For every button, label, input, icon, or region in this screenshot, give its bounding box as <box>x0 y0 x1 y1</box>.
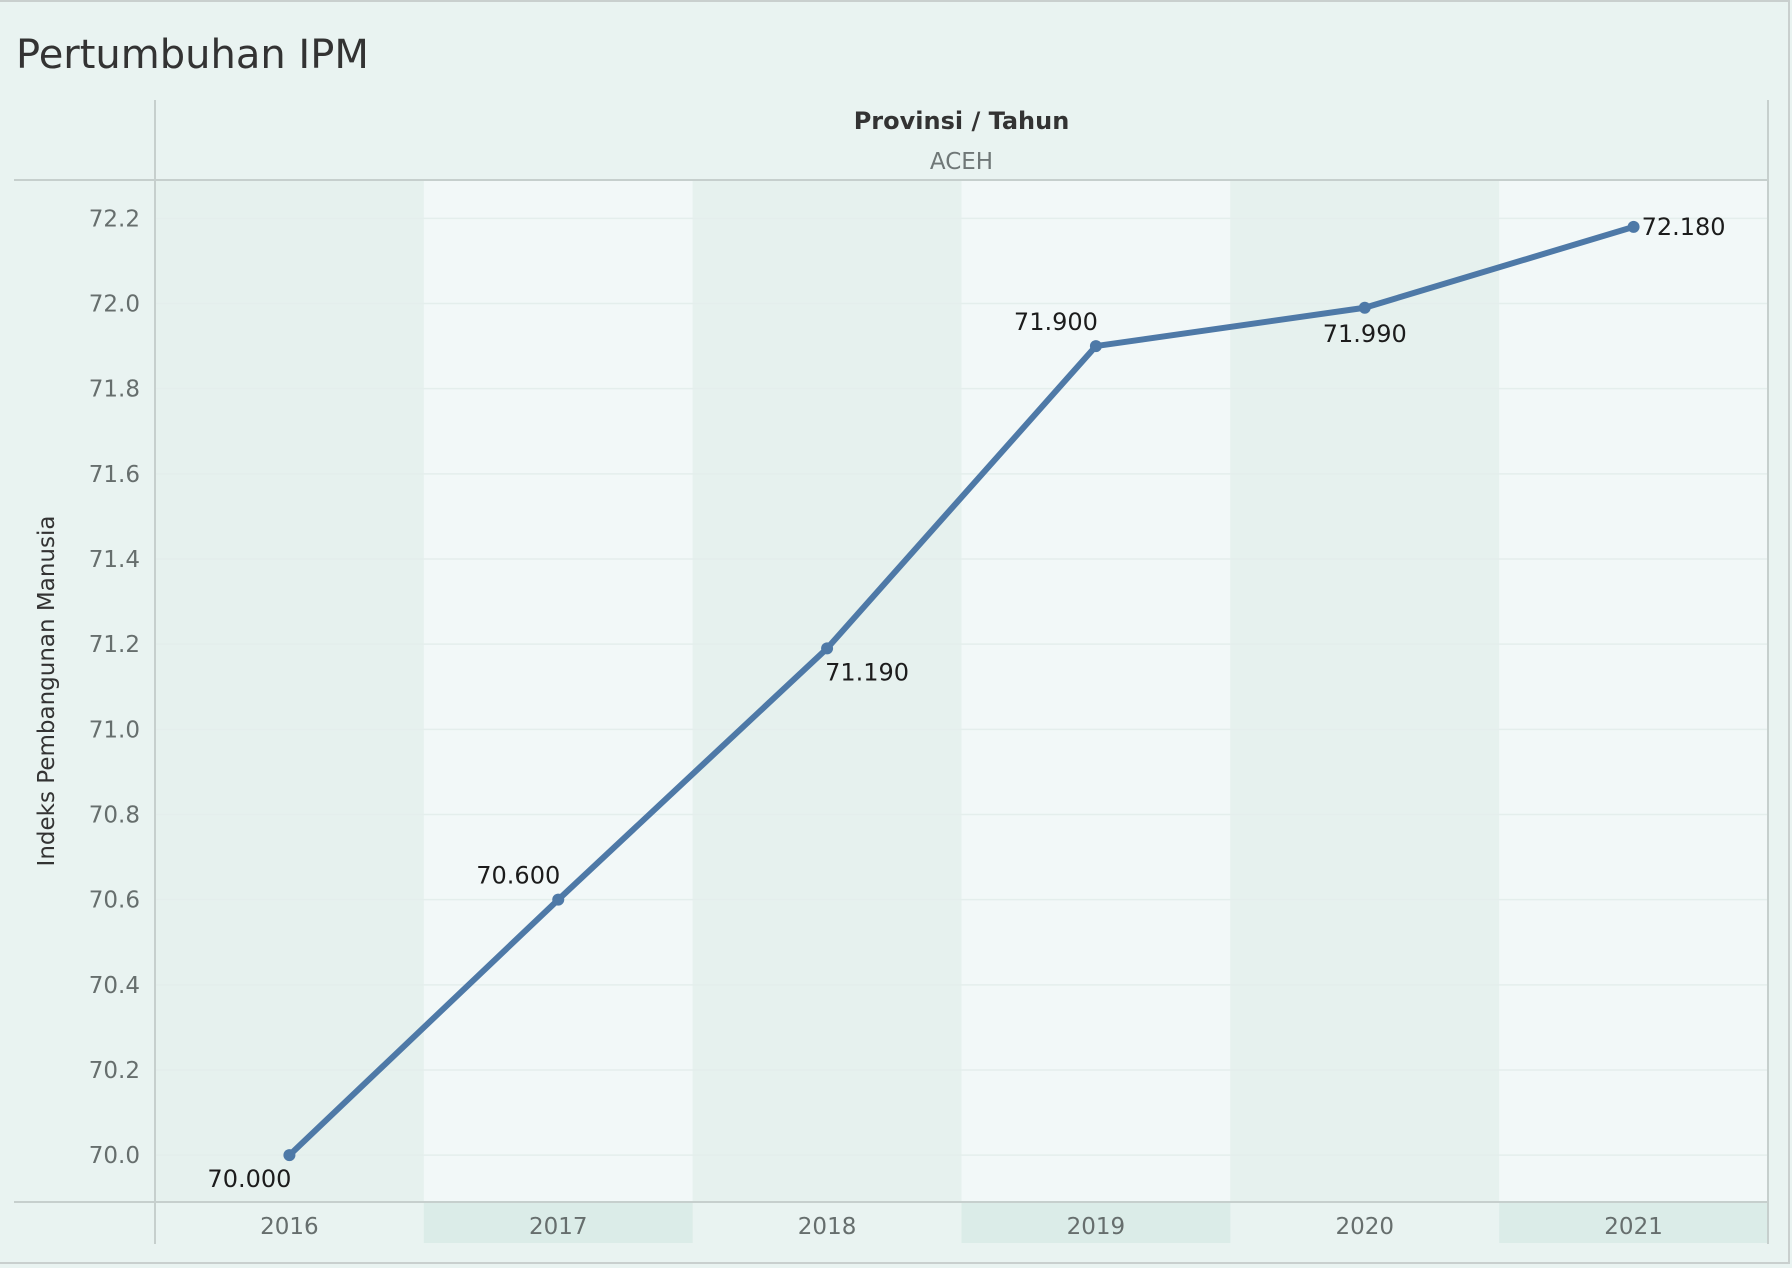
y-tick-label: 71.2 <box>89 632 140 658</box>
data-point <box>1627 220 1640 233</box>
data-point <box>283 1149 296 1162</box>
data-label: 70.600 <box>476 862 560 890</box>
y-tick-label: 70.6 <box>89 888 140 914</box>
x-tick-label: 2019 <box>1067 1214 1126 1240</box>
header-band <box>155 100 1768 180</box>
column-band <box>1499 180 1768 1202</box>
series-ipm <box>283 220 1640 1162</box>
y-tick-label: 72.2 <box>89 206 140 232</box>
y-tick-label: 70.8 <box>89 802 140 828</box>
x-tick-label: 2021 <box>1604 1214 1663 1240</box>
column-header-value: ACEH <box>930 149 993 175</box>
data-point <box>552 893 565 906</box>
y-tick-label: 72.0 <box>89 291 140 317</box>
y-tick-label: 71.4 <box>89 547 140 573</box>
gridlines <box>155 217 1768 1156</box>
data-label: 71.990 <box>1323 320 1407 348</box>
x-label-band <box>1499 1203 1768 1243</box>
x-tick-label: 2017 <box>529 1214 588 1240</box>
y-tick-label: 70.2 <box>89 1058 140 1084</box>
column-band <box>423 180 693 1202</box>
column-band <box>155 180 424 1202</box>
axes <box>14 100 1769 1244</box>
data-point <box>821 642 834 655</box>
column-band <box>692 180 962 1202</box>
y-tick-label: 70.4 <box>89 973 140 999</box>
y-axis-title: Indeks Pembangunan Manusia <box>34 516 60 867</box>
x-tick-label: 2018 <box>798 1214 857 1240</box>
data-point <box>1089 340 1102 353</box>
y-tick-label: 71.6 <box>89 462 140 488</box>
y-tick-label: 71.8 <box>89 377 140 403</box>
y-tick-label: 70.0 <box>89 1143 140 1169</box>
data-point <box>1358 301 1371 314</box>
x-label-band <box>961 1203 1231 1243</box>
column-bands <box>155 100 1768 1243</box>
column-header-label: Provinsi / Tahun <box>854 107 1070 135</box>
x-label-band <box>423 1203 693 1243</box>
data-label: 71.190 <box>825 658 909 686</box>
data-labels: 70.000 70.600 71.190 71.900 71.990 72.180 <box>207 213 1725 1193</box>
series-line <box>286 223 1637 1159</box>
x-axis-ticks: 2016 2017 2018 2019 2020 2021 <box>260 1214 1663 1240</box>
y-axis-ticks: 70.0 70.2 70.4 70.6 70.8 71.0 71.2 71.4 71.6 71.8… <box>89 206 140 1169</box>
data-label: 70.000 <box>207 1165 291 1193</box>
x-tick-label: 2016 <box>260 1214 319 1240</box>
x-tick-label: 2020 <box>1335 1214 1394 1240</box>
data-label: 71.900 <box>1014 308 1098 336</box>
column-band <box>1230 180 1500 1202</box>
y-tick-label: 71.0 <box>89 717 140 743</box>
chart-title: Pertumbuhan IPM <box>16 32 369 78</box>
data-label: 72.180 <box>1642 213 1726 241</box>
